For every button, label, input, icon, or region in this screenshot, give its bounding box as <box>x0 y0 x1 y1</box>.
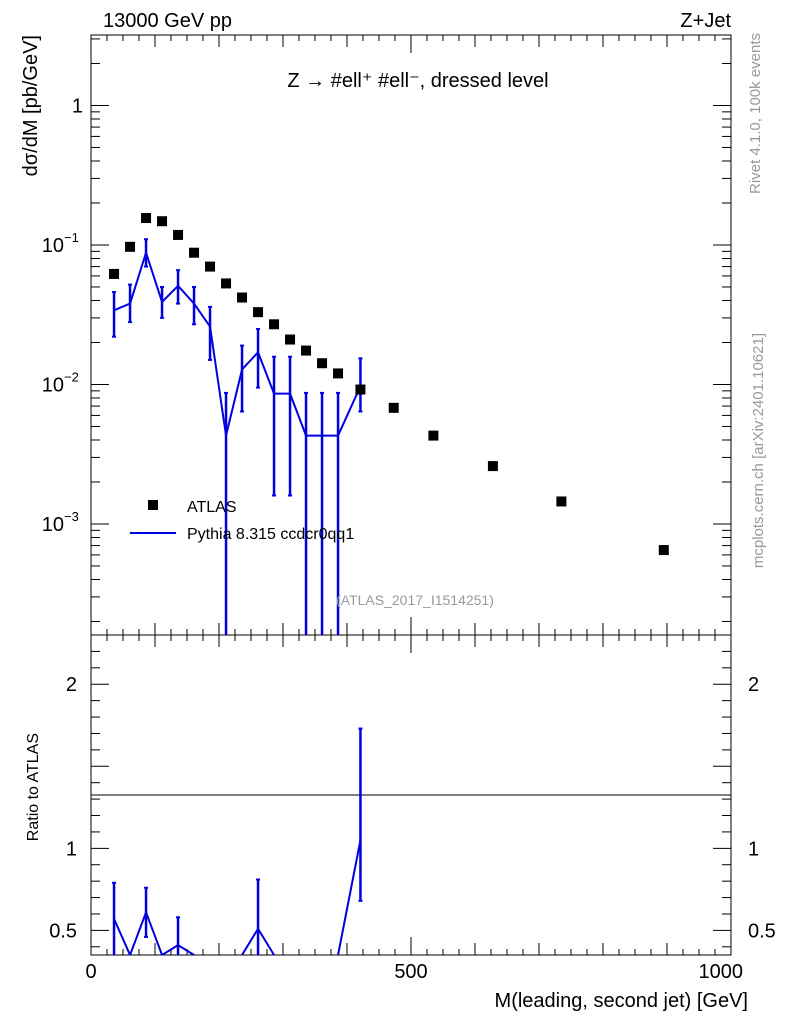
ratio-segment <box>257 928 275 956</box>
y-tick-labels: 110−110−210−3 <box>42 95 83 536</box>
atlas-point <box>556 496 567 507</box>
legend-marker-atlas <box>148 500 158 510</box>
collision-energy-label: 13000 GeV pp <box>103 10 232 32</box>
atlas-point <box>333 368 344 379</box>
y-tick-label: 1 <box>72 95 83 117</box>
atlas-point <box>428 430 439 441</box>
ratio-tick-label-right: 2 <box>748 674 759 696</box>
legend-label-pythia: Pythia 8.315 ccdcr0qq1 <box>187 526 354 543</box>
x-tick-label: 1000 <box>699 961 744 983</box>
y-tick-exponent: −3 <box>64 509 79 524</box>
ratio-segment <box>113 918 131 956</box>
atlas-point <box>285 334 296 345</box>
ratio-tick-label: 2 <box>66 674 77 696</box>
main-plot-frame <box>90 34 732 636</box>
atlas-point <box>269 319 280 330</box>
atlas-point <box>253 307 264 318</box>
ratio-tick-label: 0.5 <box>49 920 77 942</box>
pythia-line <box>113 249 362 437</box>
x-axis-label: M(leading, second jet) [GeV] <box>495 990 748 1012</box>
atlas-point <box>205 261 216 272</box>
analysis-tag: (ATLAS_2017_I1514251) <box>336 592 494 608</box>
plot-title: Z → #ell⁺ #ell⁻, dressed level <box>287 70 548 92</box>
ratio-y-axis-label: Ratio to ATLAS <box>25 733 42 841</box>
ratio-tick-label-right: 1 <box>748 838 759 860</box>
y-tick-exponent: −1 <box>64 230 79 245</box>
atlas-point <box>109 268 120 279</box>
atlas-point <box>141 213 152 224</box>
atlas-point <box>355 384 366 395</box>
ratio-segment <box>337 839 362 956</box>
main-axis-ticks <box>90 35 732 635</box>
atlas-point <box>658 545 669 556</box>
atlas-point <box>237 292 248 303</box>
ratio-tick-label: 1 <box>66 838 77 860</box>
atlas-point <box>125 241 136 252</box>
atlas-point <box>388 402 399 413</box>
legend: ATLAS Pythia 8.315 ccdcr0qq1 <box>130 499 354 543</box>
atlas-point <box>221 278 232 289</box>
rivet-version-label: Rivet 4.1.0, 100k events <box>747 33 764 194</box>
legend-label-atlas: ATLAS <box>187 499 237 516</box>
mcplots-reference-label: mcplots.cern.ch [arXiv:2401.10621] <box>750 333 767 568</box>
x-tick-label: 0 <box>85 961 96 983</box>
ratio-segment <box>241 928 259 956</box>
y-tick-exponent: −2 <box>64 369 79 384</box>
ratio-tick-label-right: 0.5 <box>748 920 776 942</box>
ratio-tick-labels: 0.5 0.5 1 1 2 2 <box>49 674 776 942</box>
ratio-segment <box>145 911 163 956</box>
atlas-point <box>301 345 312 356</box>
atlas-point <box>317 358 328 369</box>
atlas-point <box>487 461 498 472</box>
process-label: Z+Jet <box>680 10 731 32</box>
y-tick-label: 10 <box>42 514 64 536</box>
ratio-axis-ticks <box>90 635 732 955</box>
x-tick-labels: 0 500 1000 <box>85 961 743 983</box>
y-tick-label: 10 <box>42 235 64 257</box>
atlas-series <box>109 213 669 556</box>
atlas-point <box>173 229 184 240</box>
ratio-segment <box>129 911 147 956</box>
ratio-segment <box>161 944 179 956</box>
ratio-series <box>112 727 363 956</box>
atlas-point <box>157 216 168 227</box>
x-tick-label: 500 <box>394 961 427 983</box>
atlas-point <box>189 247 200 258</box>
pythia-series <box>112 238 363 635</box>
y-tick-label: 10 <box>42 374 64 396</box>
y-axis-label: dσ/dM [pb/GeV] <box>20 35 42 176</box>
ratio-segment <box>177 944 195 956</box>
